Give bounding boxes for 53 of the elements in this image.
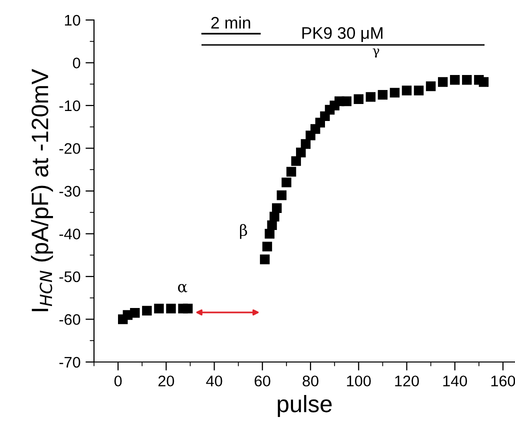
annotation: β [240, 224, 248, 239]
point [142, 306, 152, 316]
x-tick-label: 140 [443, 376, 468, 386]
point [262, 242, 272, 252]
point [286, 166, 296, 177]
annotation: PK9 30 μM [302, 27, 382, 42]
point [267, 220, 277, 230]
point [378, 90, 388, 100]
y-tick-label: -70 [59, 356, 80, 368]
point [166, 304, 176, 314]
point [450, 74, 460, 85]
x-axis-title: pulse [278, 394, 332, 417]
x-tick-label: 0 [114, 376, 122, 386]
x-tick-label: 60 [254, 376, 270, 386]
point [154, 304, 164, 314]
point [130, 308, 140, 318]
y-tick-label: -30 [59, 186, 80, 197]
x-tick-label: 120 [395, 376, 419, 386]
point [300, 139, 311, 149]
point [182, 304, 193, 314]
point [342, 96, 352, 106]
x-tick-label: 160 [491, 376, 515, 386]
y-tick-label: -20 [59, 143, 80, 154]
point [390, 88, 400, 98]
point [276, 190, 287, 200]
x-tick-label: 40 [206, 376, 222, 386]
x-tick-label: 100 [347, 376, 371, 386]
y-axis-title: I$_{HCN}$ (pA/pF) at -120mV [30, 68, 53, 312]
y-tick-label: -60 [59, 314, 80, 325]
annotation: α [178, 284, 188, 292]
point [282, 178, 292, 188]
point [478, 77, 489, 87]
x-tick-label: 80 [302, 376, 318, 386]
y-tick-label: 0 [72, 58, 80, 68]
point [414, 86, 424, 96]
point [354, 94, 364, 104]
annotation: γ [372, 48, 380, 58]
point [291, 156, 301, 166]
point [270, 212, 280, 222]
annotation: 2 min [211, 16, 250, 29]
y-tick-label: 10 [64, 14, 80, 26]
point [296, 148, 306, 158]
y-tick-label: -10 [59, 100, 80, 112]
point [366, 92, 376, 102]
point [426, 81, 436, 92]
point [462, 74, 472, 85]
point [260, 254, 270, 264]
point [402, 86, 412, 96]
x-tick-label: 20 [158, 376, 174, 386]
point [438, 77, 448, 87]
y-tick-label: -40 [59, 228, 80, 240]
point [272, 203, 282, 213]
y-tick-label: -50 [59, 271, 80, 282]
